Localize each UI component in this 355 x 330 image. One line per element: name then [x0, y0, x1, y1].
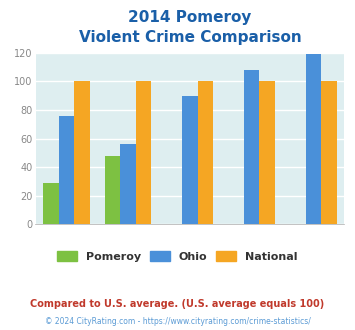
Bar [43, 183, 59, 224]
Text: © 2024 CityRating.com - https://www.cityrating.com/crime-statistics/: © 2024 CityRating.com - https://www.city… [45, 317, 310, 326]
Bar [244, 70, 260, 224]
Title: 2014 Pomeroy
Violent Crime Comparison: 2014 Pomeroy Violent Crime Comparison [78, 10, 301, 45]
Text: Compared to U.S. average. (U.S. average equals 100): Compared to U.S. average. (U.S. average … [31, 299, 324, 309]
Bar [182, 96, 198, 224]
Bar [105, 156, 120, 224]
Bar [198, 82, 213, 224]
Bar [74, 82, 89, 224]
Bar [260, 82, 275, 224]
Bar [306, 54, 321, 224]
Legend: Pomeroy, Ohio, National: Pomeroy, Ohio, National [53, 247, 302, 267]
Bar [321, 82, 337, 224]
Bar [59, 116, 74, 224]
Bar [120, 144, 136, 224]
Bar [136, 82, 151, 224]
